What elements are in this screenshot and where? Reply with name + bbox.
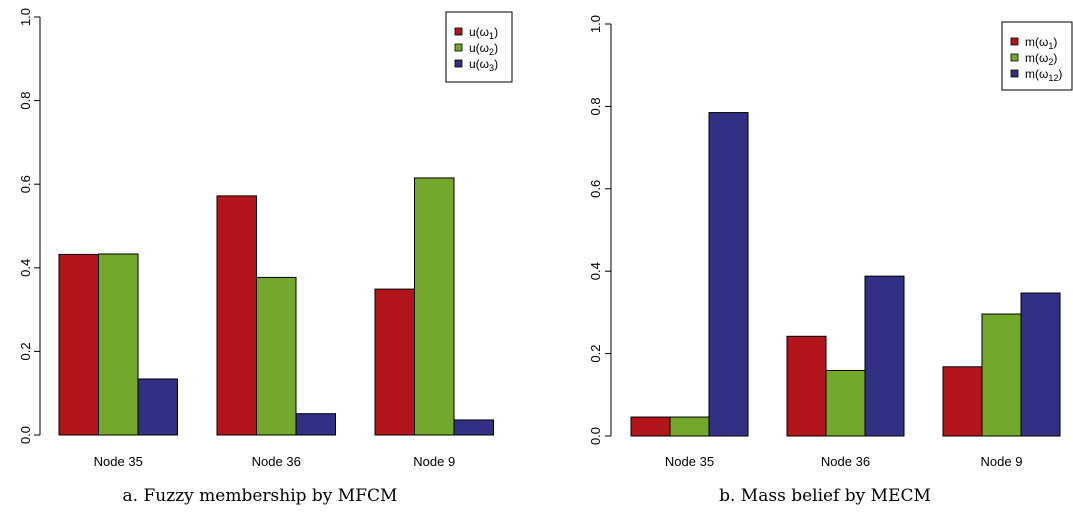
bar [981, 313, 1022, 437]
legend-swatch [454, 43, 463, 52]
category-label: Node 9 [981, 454, 1023, 469]
bar-group: Node 36 [786, 275, 905, 469]
legend: u(ω1)u(ω2)u(ω3) [445, 11, 513, 83]
chart-caption: b. Mass belief by MECM [719, 486, 931, 506]
chart-caption: a. Fuzzy membership by MFCM [123, 486, 398, 506]
bar [58, 253, 99, 436]
y-tick-label: 0.4 [588, 262, 603, 280]
y-axis: 0.0 0.2 0.4 0.6 0.8 1.0 [18, 8, 41, 444]
y-tick-label: 0.2 [588, 345, 603, 363]
bar [374, 288, 415, 436]
legend-label: u(ω3) [469, 57, 498, 73]
legend-swatch [1010, 69, 1019, 78]
bar [669, 416, 710, 437]
bar [786, 335, 827, 437]
bar [137, 378, 178, 436]
bar-group: Node 9 [942, 292, 1061, 469]
category-label: Node 35 [94, 454, 143, 469]
legend-label: m(ω1) [1025, 35, 1057, 51]
legend-swatch [1010, 53, 1019, 62]
bar [708, 112, 749, 437]
bar [414, 177, 455, 436]
bar [630, 416, 671, 437]
legend-label: m(ω12) [1025, 67, 1062, 83]
legend-label: m(ω2) [1025, 51, 1057, 67]
y-tick-label: 0.2 [18, 342, 33, 360]
bar [942, 366, 983, 437]
y-tick-label: 0.8 [18, 92, 33, 110]
bar-group: Node 9 [374, 177, 494, 469]
legend-swatch [1010, 37, 1019, 46]
category-label: Node 35 [665, 454, 714, 469]
y-tick-label: 0.8 [588, 97, 603, 115]
bar [256, 276, 297, 436]
y-tick-label: 0.6 [18, 175, 33, 193]
bar [453, 419, 494, 436]
bar-group: Node 35 [58, 253, 178, 469]
category-label: Node 9 [413, 454, 455, 469]
legend-label: u(ω1) [469, 25, 498, 41]
bar [1020, 292, 1061, 437]
chart-panel-1: 0.0 0.2 0.4 0.6 0.8 1.0 Node 35 Node 36 Node 9 u(… [18, 8, 513, 506]
chart-panel-2: 0.0 0.2 0.4 0.6 0.8 1.0 Node 35 Node 36 Node 9 m(… [588, 15, 1073, 506]
bar [295, 413, 336, 436]
bar [98, 253, 139, 436]
category-label: Node 36 [821, 454, 870, 469]
y-tick-label: 1.0 [588, 15, 603, 33]
y-tick-label: 0.6 [588, 180, 603, 198]
bar-group: Node 35 [630, 112, 749, 469]
y-tick-label: 0.0 [588, 427, 603, 445]
category-label: Node 36 [252, 454, 301, 469]
legend-box [445, 11, 513, 83]
bar [216, 195, 257, 436]
legend-swatch [454, 59, 463, 68]
bar [825, 369, 866, 437]
legend: m(ω1)m(ω2)m(ω12) [1001, 21, 1073, 91]
y-axis: 0.0 0.2 0.4 0.6 0.8 1.0 [588, 15, 612, 445]
y-tick-label: 0.0 [18, 426, 33, 444]
legend-swatch [454, 27, 463, 36]
y-tick-label: 1.0 [18, 8, 33, 26]
y-tick-label: 0.4 [18, 259, 33, 277]
bar [864, 275, 905, 437]
bar-group: Node 36 [216, 195, 336, 469]
legend-label: u(ω2) [469, 41, 498, 57]
